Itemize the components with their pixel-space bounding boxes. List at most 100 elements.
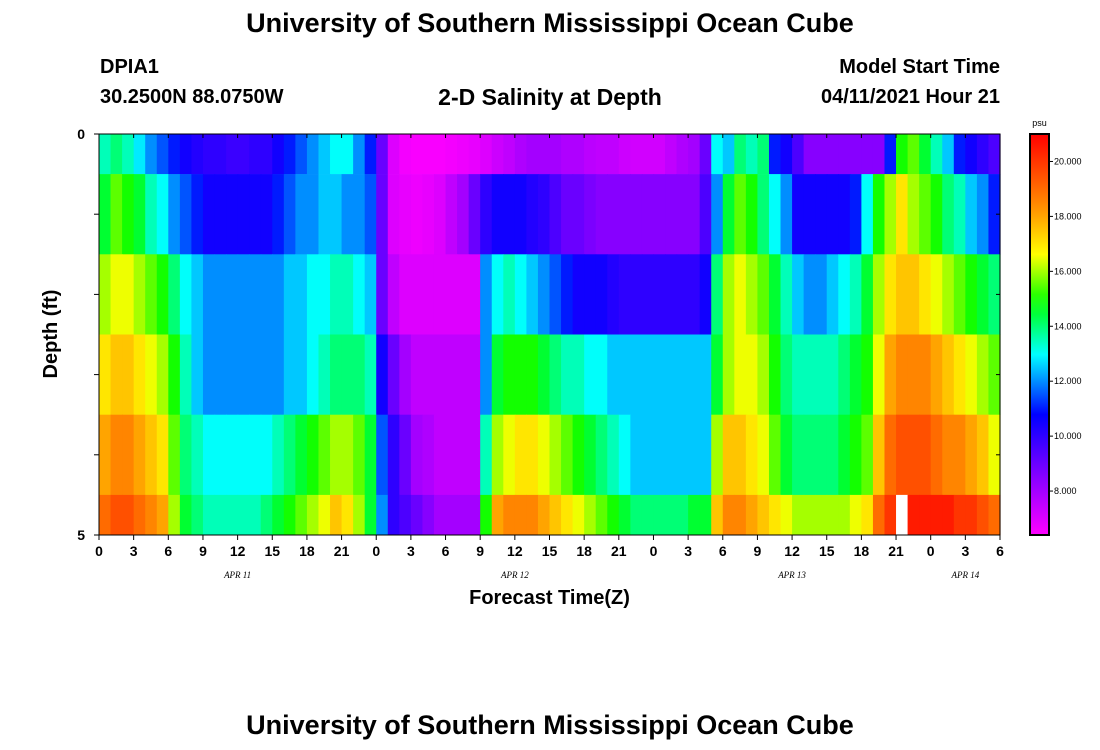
heatmap-cell (179, 414, 193, 496)
x-tick-label: 12 (784, 543, 800, 559)
heatmap-cell (226, 494, 239, 536)
heatmap-cell (988, 334, 1001, 415)
heatmap-cell (318, 254, 331, 335)
heatmap-cell (480, 334, 493, 415)
heatmap-cell (849, 254, 862, 335)
heatmap-cell (122, 254, 135, 335)
x-tick-label: 12 (507, 543, 523, 559)
heatmap-cell (445, 254, 458, 335)
heatmap-cell (665, 174, 678, 255)
heatmap-cell (803, 174, 816, 255)
heatmap-cell (491, 134, 504, 175)
x-tick-label: 0 (927, 543, 935, 559)
heatmap-cell (849, 494, 862, 536)
x-tick-label: 15 (819, 543, 835, 559)
x-tick-label: 12 (230, 543, 246, 559)
heatmap-cell (156, 134, 169, 175)
heatmap-cell (364, 494, 377, 536)
heatmap-cell (745, 414, 759, 496)
colorbar-tick-label: 20.000 (1054, 156, 1082, 166)
heatmap-cell (815, 414, 828, 496)
heatmap-cell (584, 134, 597, 175)
y-tick-label: 5 (77, 527, 85, 543)
heatmap-cell (191, 134, 204, 175)
heatmap-cell (676, 414, 689, 496)
x-tick-label: 21 (334, 543, 350, 559)
heatmap-cell (330, 174, 343, 255)
heatmap-cell (249, 254, 262, 335)
heatmap-cell (919, 174, 932, 255)
heatmap-cell (387, 414, 400, 496)
heatmap-cell (699, 254, 712, 335)
heatmap-cell (792, 254, 805, 335)
heatmap-cell (630, 174, 643, 255)
heatmap-cell (514, 494, 527, 536)
heatmap-cell (295, 134, 308, 175)
heatmap-cell (526, 254, 539, 335)
heatmap-cell (376, 414, 389, 496)
heatmap-cell (780, 334, 793, 415)
heatmap-cell (214, 494, 227, 536)
heatmap-cell (99, 334, 112, 415)
heatmap-cell (468, 334, 481, 415)
heatmap-cell (330, 134, 343, 175)
heatmap-cell (445, 174, 458, 255)
heatmap-cell (884, 254, 897, 335)
heatmap-cell (618, 174, 631, 255)
heatmap-cell (168, 174, 181, 255)
heatmap-cell (572, 174, 585, 255)
heatmap-cell (665, 414, 678, 496)
heatmap-cell (722, 134, 735, 175)
heatmap-cell (768, 494, 782, 536)
heatmap-cell (665, 334, 678, 415)
x-tick-label: 9 (754, 543, 762, 559)
x-tick-label: 15 (542, 543, 558, 559)
heatmap-cell (815, 174, 828, 255)
heatmap-cell (145, 254, 158, 335)
heatmap-cell (965, 334, 978, 415)
heatmap-cell (503, 414, 516, 496)
heatmap-cell (341, 254, 354, 335)
x-tick-label: 3 (961, 543, 969, 559)
heatmap-cell (572, 494, 585, 536)
heatmap-cell (503, 334, 516, 415)
heatmap-cell (237, 334, 250, 415)
heatmap-cell (607, 134, 620, 175)
heatmap-cell (445, 334, 458, 415)
heatmap-cell (792, 174, 805, 255)
heatmap-cell (838, 494, 851, 536)
heatmap-cell (214, 254, 227, 335)
x-tick-label: 18 (854, 543, 870, 559)
x-tick-label: 6 (442, 543, 450, 559)
x-tick-label: 3 (130, 543, 138, 559)
heatmap-cell (641, 414, 655, 496)
heatmap-cell (353, 494, 366, 536)
heatmap-cell (145, 174, 158, 255)
x-tick-label: 18 (299, 543, 315, 559)
heatmap-cell (757, 334, 770, 415)
heatmap-cell (595, 134, 608, 175)
heatmap-cell (711, 414, 724, 496)
heatmap-cell (607, 174, 620, 255)
heatmap-cell (445, 414, 458, 496)
heatmap-cell (896, 254, 909, 335)
heatmap-cell (780, 174, 793, 255)
heatmap-cell (976, 414, 990, 496)
heatmap-cell (514, 174, 527, 255)
heatmap-cell (514, 134, 527, 175)
heatmap-cell (768, 134, 782, 175)
heatmap-cell (168, 334, 181, 415)
heatmap-cell (341, 334, 354, 415)
x-axis: 0 3 6 9 12 15 18 21 0 3 6 9 12 15 18 21 0 3 6 9 12 15 18 21 0 3 6 A… (95, 134, 1004, 580)
heatmap-cell (387, 334, 400, 415)
heatmap-cell (965, 174, 978, 255)
heatmap-cell (491, 174, 504, 255)
heatmap-cell (237, 174, 250, 255)
heatmap-cell (722, 414, 735, 496)
heatmap-cell (757, 174, 770, 255)
heatmap-cell (641, 334, 655, 415)
heatmap-cell (214, 174, 227, 255)
heatmap-cell (214, 414, 227, 496)
colorbar-tick-label: 16.000 (1054, 266, 1082, 276)
heatmap-cell (387, 494, 400, 536)
